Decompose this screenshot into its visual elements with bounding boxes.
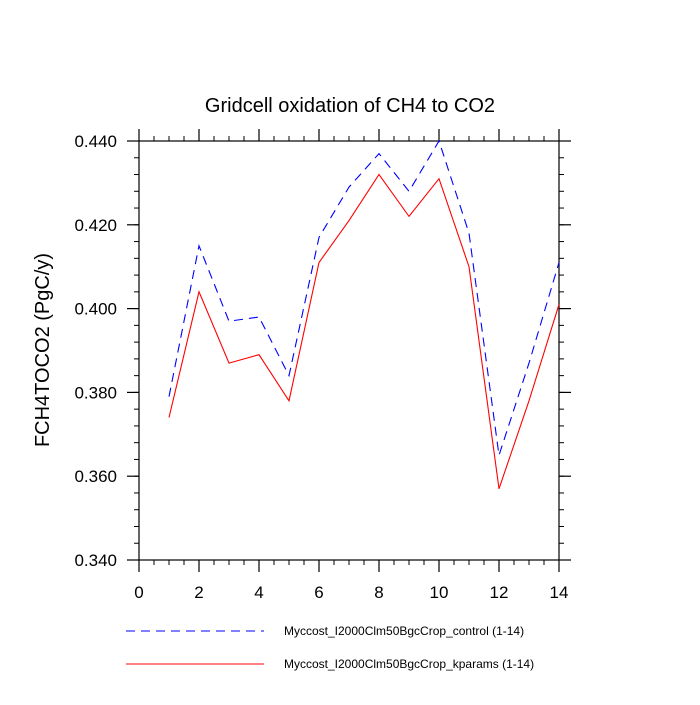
x-tick-label: 12	[490, 583, 509, 602]
y-tick-label: 0.340	[74, 551, 117, 570]
x-tick-label: 6	[314, 583, 323, 602]
x-tick-label: 10	[430, 583, 449, 602]
legend: Myccost_I2000Clm50BgcCrop_control (1-14)…	[126, 624, 534, 671]
y-tick-label: 0.440	[74, 132, 117, 151]
y-tick-label: 0.400	[74, 300, 117, 319]
series-line-1	[168, 139, 560, 456]
legend-label-1: Myccost_I2000Clm50BgcCrop_control (1-14)	[284, 624, 524, 638]
x-tick-label: 14	[550, 583, 569, 602]
plot-frame	[138, 140, 560, 561]
x-tick-label: 2	[194, 583, 203, 602]
y-axis-label: FCH4TOCO2 (PgC/y)	[32, 253, 54, 447]
y-tick-label: 0.380	[74, 383, 117, 402]
x-tick-label: 8	[374, 583, 383, 602]
y-tick-label: 0.420	[74, 216, 117, 235]
plot-area: 0 2 4 6 8 10 12 14 0.340 0.360 0.380 0.400 0.420 0.44…	[74, 129, 571, 602]
series-line-2	[168, 173, 560, 489]
x-tick-label: 0	[134, 583, 143, 602]
x-tick-label: 4	[254, 583, 263, 602]
legend-label-2: Myccost_I2000Clm50BgcCrop_kparams (1-14)	[284, 657, 534, 671]
chart-title: Gridcell oxidation of CH4 to CO2	[205, 95, 495, 117]
y-tick-label: 0.360	[74, 467, 117, 486]
